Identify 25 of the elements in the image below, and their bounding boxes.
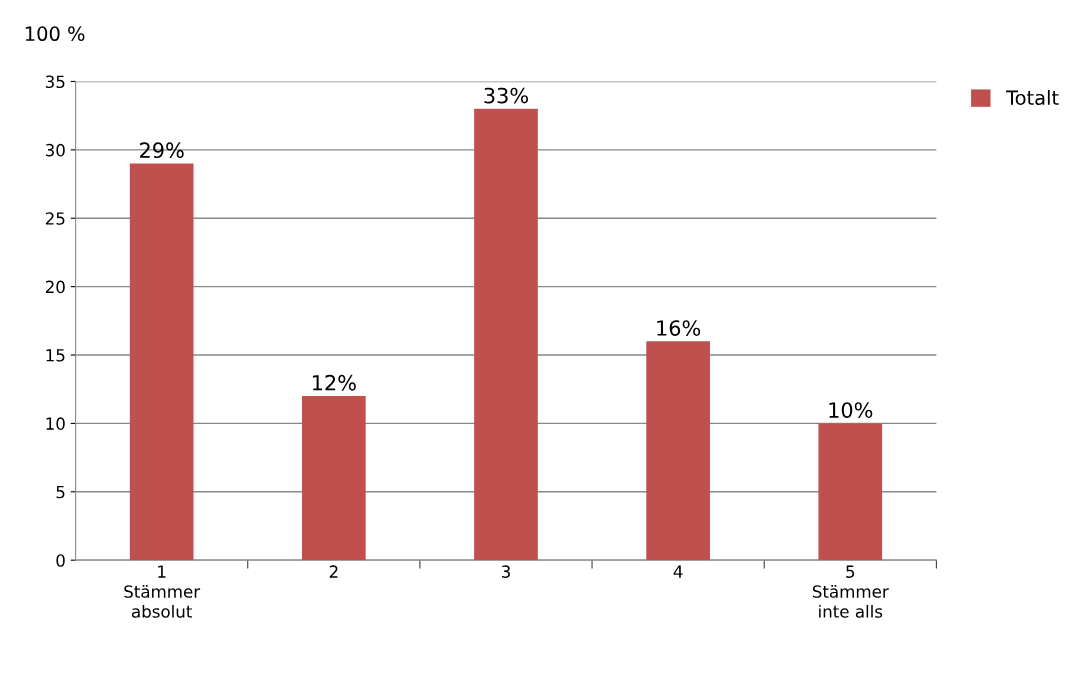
y-tick-label: 0 xyxy=(56,554,65,567)
x-tick-label: 2 xyxy=(329,565,338,578)
bar xyxy=(474,108,538,561)
legend-label: Totalt xyxy=(1006,89,1059,106)
data-label: 16% xyxy=(657,320,701,336)
data-label: 10% xyxy=(829,402,873,418)
y-tick-label: 15 xyxy=(46,349,65,362)
data-label: 33% xyxy=(484,87,528,104)
x-tick-label: 4 xyxy=(673,565,683,578)
y-axis-title: 100 % xyxy=(25,26,85,42)
y-tick-label: 10 xyxy=(46,417,65,430)
bar xyxy=(129,163,194,561)
y-tick-label: 35 xyxy=(45,75,65,89)
bar xyxy=(818,423,883,561)
data-label: 29% xyxy=(140,142,184,159)
x-tick-label: 1 Stämmer absolut xyxy=(124,565,201,618)
y-tick-label: 20 xyxy=(45,280,65,294)
bar xyxy=(301,396,366,561)
data-label: 12% xyxy=(312,374,356,391)
y-tick-label: 30 xyxy=(45,143,65,157)
bar xyxy=(646,341,710,561)
y-tick-label: 5 xyxy=(56,485,65,499)
y-tick-label: 25 xyxy=(45,212,65,225)
x-tick-label: 3 xyxy=(501,565,510,578)
x-tick-label: 5 Stämmer inte alls xyxy=(812,565,889,618)
